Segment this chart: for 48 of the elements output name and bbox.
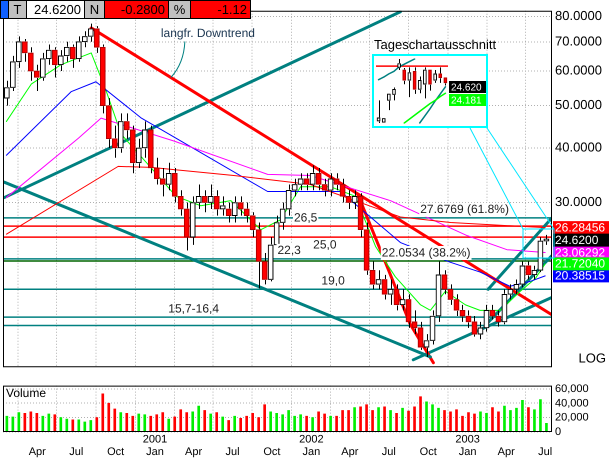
text: LOG — [578, 350, 606, 366]
annotation: 24.6200 — [26, 1, 84, 18]
y-tick-label: 60.0000 — [555, 62, 602, 78]
x-tick-label: Oct — [107, 446, 124, 458]
x-tick-label: Apr — [185, 446, 202, 458]
text: 24.6200 — [555, 232, 598, 247]
ref-line-label: 25,0 — [313, 237, 337, 252]
annotation: -0.2800 — [104, 1, 168, 18]
ref-line-label: 26,5 — [294, 210, 318, 224]
x-tick-label: Apr — [28, 446, 46, 458]
y-tick-label: 70.0000 — [555, 33, 602, 48]
ref-line-label: 19,0 — [321, 274, 346, 288]
x-tick-label: Jul — [382, 446, 396, 458]
y-tick-label: 60,000 — [555, 382, 589, 395]
x-tick-label: Oct — [420, 446, 437, 458]
x-tick-label: Apr — [498, 446, 516, 458]
data-label: 21.72040 — [555, 256, 606, 271]
x-tick-label: 2001 Jan — [142, 433, 168, 458]
x-tick-label: Jul — [538, 446, 552, 458]
x-tick-label: Oct — [263, 446, 280, 458]
annotation: T — [8, 1, 26, 18]
y-tick-label: 50.0000 — [555, 97, 602, 112]
x-tick-label: Apr — [341, 446, 359, 458]
annotation: 24.181 — [451, 95, 482, 106]
y-tick-label: 30.0000 — [555, 194, 602, 210]
ref-line-label: 27.6769 (61.8%) — [420, 202, 509, 216]
x-tick-label: Jul — [69, 446, 84, 458]
x-tick-label: 2002 Jan — [299, 433, 324, 458]
annotation: 24.620 — [451, 82, 482, 94]
data-label: 26.28456 — [555, 220, 606, 234]
ref-line-label: 22,3 — [278, 243, 302, 258]
annotation: % — [168, 1, 190, 18]
annotation: -1.12 — [190, 1, 250, 18]
y-tick-label: 40.0000 — [555, 140, 602, 155]
x-tick-label: Jul — [226, 446, 240, 458]
y-tick-label: 0 — [555, 426, 562, 438]
annotation: 15,7-16,4 — [168, 301, 220, 316]
data-label: 23.06292 — [555, 245, 606, 260]
chart-title: Volume — [6, 386, 46, 400]
annotation: langfr. Downtrend — [160, 26, 255, 40]
y-tick-label: 80.0000 — [555, 8, 602, 23]
data-label: 20.38515 — [555, 268, 606, 283]
chart-title: Tageschartausschnitt — [374, 37, 496, 52]
ref-line-label: 22.0534 (38.2%) — [382, 245, 471, 260]
y-tick-label: 20,000 — [555, 412, 589, 424]
x-tick-label: 2003 Jan — [455, 433, 480, 458]
annotation: N — [84, 1, 104, 18]
y-tick-label: 40,000 — [555, 397, 589, 410]
